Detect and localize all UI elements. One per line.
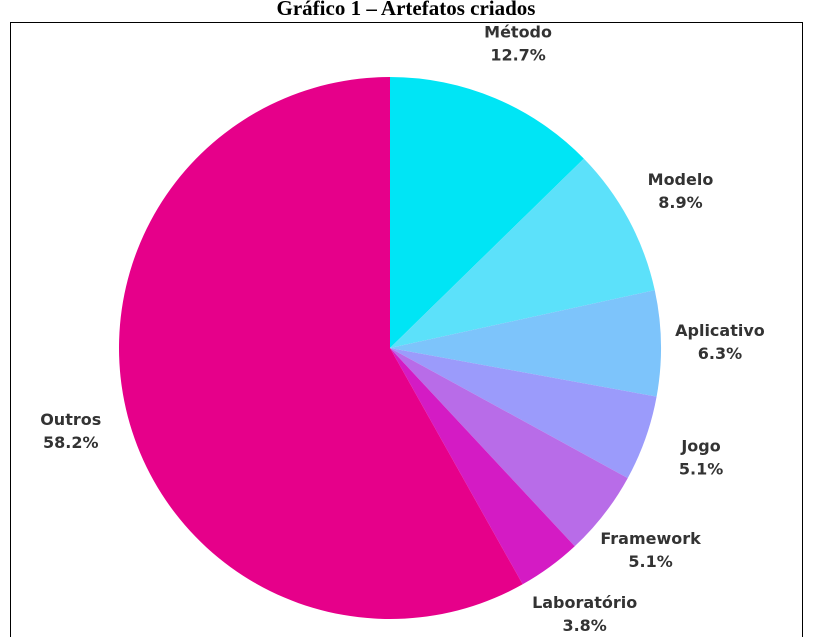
- slice-value: 5.1%: [628, 552, 672, 571]
- slice-value: 6.3%: [698, 344, 742, 363]
- pie-slice: [390, 348, 575, 585]
- pie-slice: [390, 290, 662, 397]
- slice-label: Modelo: [648, 170, 714, 189]
- pie-slice: [390, 158, 655, 348]
- pie-slice: [390, 348, 657, 479]
- pie-slice: [390, 77, 584, 348]
- slice-label: Método: [484, 22, 552, 41]
- chart-title: Gráfico 1 – Artefatos criados: [277, 0, 536, 20]
- slice-value: 8.9%: [658, 193, 702, 212]
- slice-value: 58.2%: [43, 433, 99, 452]
- slice-label: Outros: [40, 410, 101, 429]
- slice-label: Aplicativo: [675, 321, 765, 340]
- slice-label: Framework: [600, 529, 701, 548]
- slice-value: 12.7%: [490, 45, 546, 64]
- slice-label: Jogo: [680, 437, 720, 456]
- slice-value: 3.8%: [562, 616, 606, 635]
- slice-label: Laboratório: [532, 593, 637, 612]
- pie-slice: [118, 77, 523, 620]
- slice-value: 5.1%: [679, 460, 723, 479]
- pie-slice: [390, 348, 628, 547]
